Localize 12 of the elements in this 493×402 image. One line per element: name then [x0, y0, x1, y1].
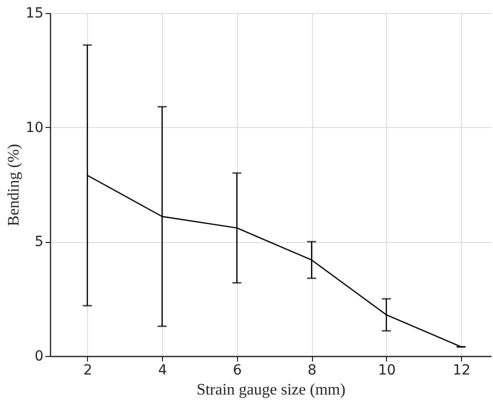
y-tick-label: 15 — [26, 6, 44, 22]
y-tick-label: 5 — [34, 234, 44, 250]
x-tick-label: 10 — [378, 362, 396, 378]
x-axis-title: Strain gauge size (mm) — [196, 382, 346, 398]
x-tick-label: 6 — [232, 362, 242, 378]
y-tick-label: 10 — [26, 120, 44, 136]
x-tick-label: 12 — [452, 362, 471, 378]
x-tick-label: 8 — [308, 362, 317, 378]
y-axis-title: Bending (%) — [6, 144, 23, 226]
x-tick-label: 4 — [158, 362, 168, 378]
y-tick-label: 0 — [34, 348, 44, 364]
x-tick-label: 2 — [83, 362, 92, 378]
